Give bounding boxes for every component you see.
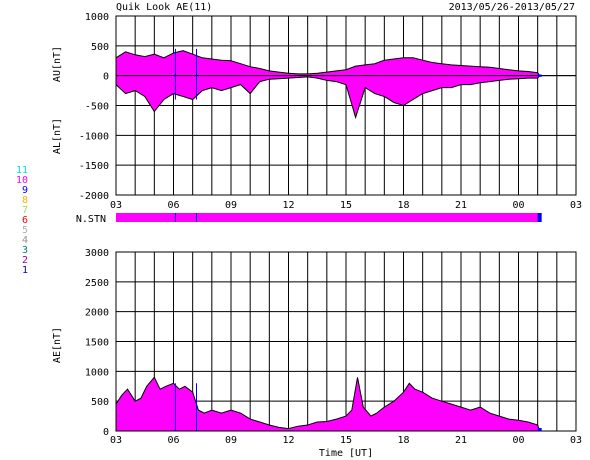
top-ytick-label: 500 [91,42,109,53]
ae-axis-label: AE[nT] [52,327,63,363]
station-legend-entry: 8 [22,195,28,206]
station-legend-entry: 2 [22,255,28,266]
au-series-area [115,50,541,77]
top-xtick-label: 12 [282,200,294,211]
ae-xtick-label: 03 [110,435,122,446]
ae-series-area [115,376,541,432]
top-frame [115,15,577,196]
station-legend-entry: 10 [16,175,28,186]
ae-xtick-label: 12 [282,435,294,446]
station-legend-entry: 3 [22,245,28,256]
ae-xtick-label: 09 [225,435,237,446]
ae-ytick-label: 0 [103,427,109,438]
top-ytick-label: 0 [103,72,109,83]
top-xtick-label: 21 [455,200,467,211]
ae-xtick-label: 06 [167,435,179,446]
nstn-panel [116,213,542,222]
al-axis-label: AL[nT] [52,118,63,154]
chart-title: Quik Look AE(11) [116,2,212,13]
ae-ytick-label: 3000 [85,248,109,259]
ae-ytick-label: 1500 [85,338,109,349]
al-series-area [115,75,541,120]
ae-xtick-label: 00 [512,435,524,446]
ae-ytick-label: 2500 [85,278,109,289]
nstn-end-marker [537,213,542,222]
last-point-marker [537,74,542,77]
top-xtick-label: 03 [110,200,122,211]
station-legend-entry: 11 [16,165,28,176]
top-ytick-label: -500 [85,102,109,113]
top-xtick-label: 06 [167,200,179,211]
nstn-bar [116,213,540,222]
ae-xtick-label: 15 [340,435,352,446]
top-xtick-label: 18 [397,200,409,211]
x-axis-label: Time [UT] [319,448,373,459]
top-xtick-label: 03 [570,200,582,211]
au-axis-label: AU[nT] [52,46,63,82]
top-xtick-label: 09 [225,200,237,211]
date-range: 2013/05/26-2013/05/27 [449,2,575,13]
station-legend-entry: 6 [22,215,28,226]
ae-xtick-label: 18 [397,435,409,446]
top-ytick-label: -1000 [79,131,109,142]
top-xtick-label: 00 [512,200,524,211]
ae-xtick-label: 03 [570,435,582,446]
top-ytick-label: -2000 [79,191,109,202]
ae-last-point-marker [537,428,542,431]
station-legend-entry: 1 [22,265,28,276]
ae-ytick-label: 500 [91,397,109,408]
top-ytick-label: 1000 [85,12,109,23]
top-ytick-label: -1500 [79,161,109,172]
top-xtick-label: 15 [340,200,352,211]
station-legend-entry: 5 [22,225,28,236]
station-legend-entry: 9 [22,185,28,196]
ae-ytick-label: 1000 [85,367,109,378]
station-legend-entry: 4 [22,235,28,246]
ae-xtick-label: 21 [455,435,467,446]
ae-ytick-label: 2000 [85,308,109,319]
station-legend-entry: 7 [22,205,28,216]
nstn-label: N.STN [76,214,106,225]
